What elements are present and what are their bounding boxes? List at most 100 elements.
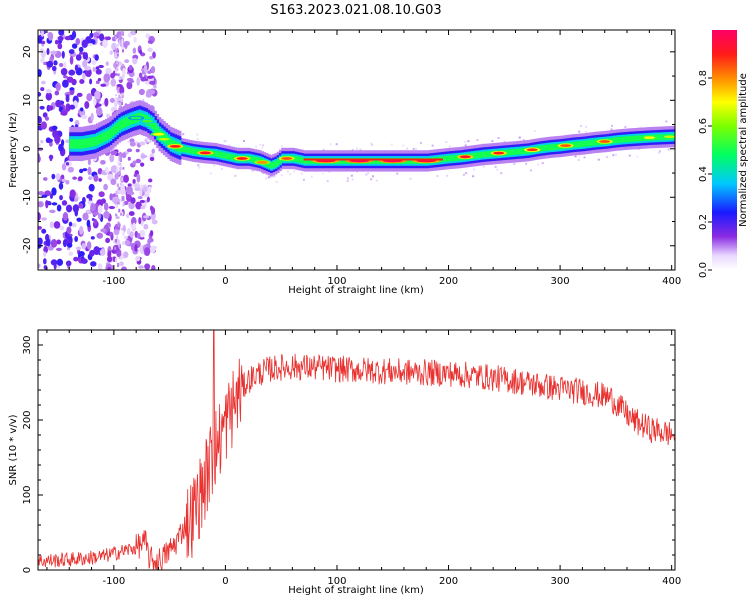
spectrogram-noise-cell [118, 35, 121, 41]
spectrogram-noise-cell [467, 140, 470, 143]
spectrogram-noise-cell [38, 92, 42, 97]
spectrogram-noise-cell [121, 45, 124, 50]
spectrogram-band-cell [618, 136, 621, 143]
x-tick-label: 0 [222, 576, 228, 587]
spectrogram-noise-cell [329, 143, 332, 146]
spectrogram-noise-cell [584, 130, 587, 133]
spectrogram-noise-cell [65, 162, 70, 166]
spectrogram-noise-cell [133, 36, 137, 43]
spectrogram-noise-cell [117, 43, 120, 47]
spectrogram-noise-cell [322, 148, 325, 151]
spectrogram-noise-cell [149, 56, 154, 60]
spectrogram-noise-cell [63, 75, 68, 79]
spectrogram-noise-cell [39, 105, 45, 110]
spectrogram-band-cell [109, 128, 113, 138]
spectrogram-band-cell [548, 144, 552, 151]
spectrogram-band-cell [87, 138, 90, 148]
x-tick-label: 0 [222, 276, 228, 287]
spectrogram-noise-cell [114, 228, 117, 231]
spectrogram-noise-cell [152, 51, 156, 59]
spectrogram-noise-cell [146, 75, 154, 79]
spectrogram-noise-cell [121, 195, 124, 199]
spectrogram-noise-cell [47, 105, 54, 111]
spectrogram-noise-cell [66, 76, 74, 83]
spectrogram-noise-cell [69, 189, 76, 198]
spectrogram-band-cell [272, 161, 276, 168]
spectrogram-band-cell [515, 148, 519, 155]
spectrogram-noise-cell [116, 183, 119, 188]
spectrogram-noise-cell [472, 168, 475, 171]
spectrogram-noise-cell [122, 225, 125, 228]
spectrogram-noise-cell [71, 30, 77, 39]
spectrogram-band-cell [189, 147, 193, 154]
spectrogram-noise-cell [406, 147, 409, 150]
spectrogram-band-cell [446, 155, 450, 162]
spectrogram-band-cell [410, 158, 414, 164]
spectrogram-noise-cell [115, 214, 118, 220]
spectrogram-band-cell [613, 137, 617, 144]
spectrogram-noise-cell [38, 116, 42, 124]
spectrogram-band-cell [656, 134, 659, 141]
spectrogram-noise-cell [120, 36, 123, 41]
spectrogram-band-cell [339, 158, 343, 164]
spectrogram-noise-cell [242, 139, 245, 142]
spectrogram-noise-cell [149, 245, 156, 254]
spectrogram-band-cell [116, 122, 119, 133]
spectrogram-band-cell [102, 132, 106, 142]
spectrogram-noise-cell [122, 74, 125, 80]
spectrogram-band-cell [274, 160, 278, 167]
spectrogram-band-cell [256, 157, 260, 164]
spectrogram-band-cell [180, 145, 184, 152]
spectrogram-noise-cell [115, 191, 118, 196]
spectrogram-noise-cell [280, 145, 283, 148]
spectrogram-hot-spot [152, 132, 165, 136]
spectrogram-band-cell [122, 118, 126, 128]
spectrogram-band-cell [194, 148, 198, 155]
spectrogram-noise-cell [51, 173, 56, 180]
spectrogram-band-cell [223, 152, 227, 159]
snr-series-line [38, 330, 675, 570]
spectrogram-noise-cell [120, 97, 123, 102]
spectrogram-noise-cell [57, 43, 63, 50]
spectrogram-band-cell [627, 136, 630, 142]
spectrogram-noise-cell [390, 143, 393, 146]
spectrogram-band-cell [553, 144, 557, 150]
spectrogram-noise-cell [43, 265, 48, 270]
spectrogram-noise-cell [45, 238, 51, 247]
spectrogram-noise-cell [513, 162, 516, 165]
spectrogram-noise-cell [84, 101, 90, 109]
y-tick-label: 0 [22, 146, 33, 152]
spectrogram-noise-cell [518, 136, 521, 139]
spectrogram-noise-cell [114, 169, 117, 174]
spectrogram-noise-cell [116, 44, 119, 49]
spectrogram-band-cell [372, 158, 376, 164]
spectrogram-noise-cell [355, 147, 358, 150]
spectrogram-noise-cell [50, 239, 58, 248]
spectrogram-noise-cell [59, 194, 63, 201]
spectrogram-noise-cell [114, 53, 117, 58]
spectrogram-noise-cell [138, 88, 145, 96]
spectrogram-noise-cell [667, 148, 670, 151]
snr-y-label: SNR (10 * v/v) [8, 414, 19, 485]
spectrogram-noise-cell [224, 139, 227, 142]
spectrogram-band-cell [225, 153, 229, 159]
spectrogram-y-label: Frequency (Hz) [8, 112, 19, 188]
spectrogram-band-cell [551, 144, 555, 151]
spectrogram-noise-cell [38, 190, 45, 196]
spectrogram-noise-cell [110, 178, 117, 186]
spectrogram-noise-cell [118, 95, 121, 100]
spectrogram-noise-cell [78, 46, 84, 53]
spectrogram-noise-cell [62, 79, 69, 88]
spectrogram-noise-cell [124, 43, 128, 50]
spectrogram-noise-cell [118, 187, 121, 191]
snr-y-ticks: 0 100 200 300 [22, 329, 675, 573]
spectrogram-noise-cell [51, 187, 57, 196]
spectrogram-noise-cell [125, 194, 132, 203]
spectrogram-noise-cell [80, 258, 88, 264]
spectrogram-noise-cell [118, 98, 121, 101]
spectrogram-noise-cell [261, 171, 264, 174]
spectrogram-noise-cell [74, 236, 79, 243]
colorbar-gradient [712, 30, 737, 270]
spectrogram-noise-cell [123, 251, 129, 259]
spectrogram-noise-cell [149, 230, 154, 237]
